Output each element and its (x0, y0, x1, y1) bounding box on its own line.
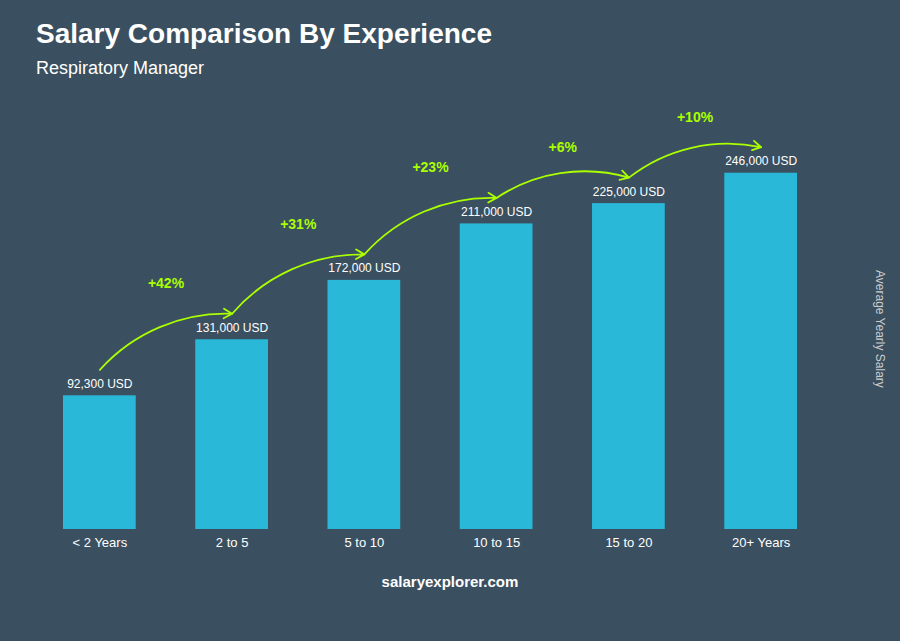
svg-text:+31%: +31% (280, 216, 317, 232)
svg-text:246,000 USD: 246,000 USD (725, 154, 797, 168)
svg-text:15 to 20: 15 to 20 (605, 535, 652, 550)
svg-text:20+ Years: 20+ Years (732, 535, 791, 550)
svg-text:225,000 USD: 225,000 USD (593, 185, 665, 199)
svg-text:5 to 10: 5 to 10 (344, 535, 384, 550)
svg-text:+23%: +23% (412, 159, 449, 175)
html-text:salaryexplorer.com: salaryexplorer.com (381, 573, 519, 590)
svg-text:+6%: +6% (549, 139, 578, 155)
svg-text:+42%: +42% (148, 275, 185, 291)
svg-text:< 2 Years: < 2 Years (73, 535, 128, 550)
svg-text:10 to 15: 10 to 15 (473, 535, 520, 550)
svg-text:92,300 USD: 92,300 USD (67, 377, 133, 391)
html-text:Average Yearly Salary: Average Yearly Salary (873, 270, 887, 388)
svg-text:2 to 5: 2 to 5 (216, 535, 249, 550)
html-text:Salary Comparison By Experienc: Salary Comparison By Experience (36, 18, 492, 49)
svg-text:172,000 USD: 172,000 USD (328, 261, 400, 275)
svg-text:211,000 USD: 211,000 USD (461, 205, 532, 219)
svg-text:+10%: +10% (677, 109, 714, 125)
html-text:Respiratory Manager: Respiratory Manager (36, 58, 205, 78)
svg-text:131,000 USD: 131,000 USD (196, 321, 268, 335)
